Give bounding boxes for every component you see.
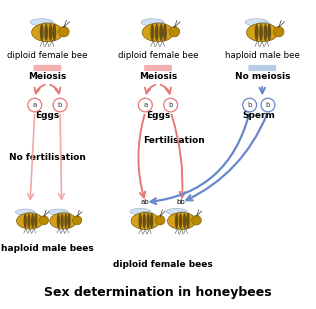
Ellipse shape <box>183 213 186 229</box>
Ellipse shape <box>130 208 150 215</box>
FancyBboxPatch shape <box>33 65 61 71</box>
Ellipse shape <box>155 24 159 41</box>
Ellipse shape <box>25 212 37 216</box>
Circle shape <box>191 215 201 225</box>
Ellipse shape <box>34 214 38 228</box>
Ellipse shape <box>150 24 154 41</box>
Circle shape <box>73 216 82 225</box>
Ellipse shape <box>31 214 34 228</box>
Ellipse shape <box>49 209 68 215</box>
Ellipse shape <box>64 214 68 228</box>
Ellipse shape <box>30 19 53 26</box>
Ellipse shape <box>24 214 27 228</box>
Ellipse shape <box>52 24 56 41</box>
Ellipse shape <box>131 213 160 229</box>
Circle shape <box>169 27 180 37</box>
Ellipse shape <box>68 214 71 228</box>
Ellipse shape <box>186 213 190 229</box>
Text: b: b <box>247 102 252 108</box>
Ellipse shape <box>163 24 167 41</box>
Ellipse shape <box>60 214 64 228</box>
Ellipse shape <box>140 211 153 216</box>
Ellipse shape <box>255 24 258 41</box>
Ellipse shape <box>159 24 163 41</box>
Ellipse shape <box>44 24 48 41</box>
Ellipse shape <box>257 22 271 27</box>
Ellipse shape <box>179 213 182 229</box>
Circle shape <box>58 27 69 37</box>
Ellipse shape <box>49 24 52 41</box>
Ellipse shape <box>177 211 190 216</box>
Text: Meiosis: Meiosis <box>28 72 67 81</box>
Ellipse shape <box>16 213 44 229</box>
Text: Eggs: Eggs <box>35 111 59 121</box>
Ellipse shape <box>15 209 35 215</box>
Ellipse shape <box>40 24 44 41</box>
FancyBboxPatch shape <box>144 65 172 71</box>
FancyBboxPatch shape <box>248 65 276 71</box>
Text: No fertilisation: No fertilisation <box>9 153 86 162</box>
Ellipse shape <box>138 213 142 229</box>
Ellipse shape <box>175 213 178 229</box>
Ellipse shape <box>259 24 263 41</box>
Text: Eggs: Eggs <box>146 111 170 121</box>
Ellipse shape <box>27 214 31 228</box>
Text: haploid male bee: haploid male bee <box>225 51 300 60</box>
Circle shape <box>155 215 165 225</box>
Text: diploid female bees: diploid female bees <box>113 260 213 269</box>
Text: a: a <box>33 102 37 108</box>
Text: haploid male bees: haploid male bees <box>1 244 94 253</box>
Text: Fertilisation: Fertilisation <box>143 136 205 145</box>
Ellipse shape <box>152 22 167 27</box>
Ellipse shape <box>32 23 63 42</box>
Text: b: b <box>168 102 173 108</box>
Text: Meiosis: Meiosis <box>139 72 177 81</box>
Ellipse shape <box>142 23 174 42</box>
Ellipse shape <box>143 213 146 229</box>
Circle shape <box>273 27 284 37</box>
Text: Sperm: Sperm <box>243 111 276 121</box>
Text: a: a <box>143 102 148 108</box>
Text: diploid female bee: diploid female bee <box>118 51 198 60</box>
Ellipse shape <box>166 208 187 215</box>
Ellipse shape <box>58 212 70 216</box>
Text: Sex determination in honeybees: Sex determination in honeybees <box>44 286 272 298</box>
Ellipse shape <box>150 213 153 229</box>
Ellipse shape <box>147 213 150 229</box>
Ellipse shape <box>42 22 56 27</box>
Ellipse shape <box>141 19 164 26</box>
Ellipse shape <box>245 19 268 26</box>
Ellipse shape <box>57 214 60 228</box>
Text: b: b <box>58 102 62 108</box>
Ellipse shape <box>264 24 267 41</box>
Text: ab: ab <box>140 199 149 205</box>
Ellipse shape <box>267 24 271 41</box>
Text: diploid female bee: diploid female bee <box>7 51 88 60</box>
Text: b: b <box>266 102 270 108</box>
Text: bb: bb <box>177 199 185 205</box>
Ellipse shape <box>246 23 278 42</box>
Ellipse shape <box>50 213 77 229</box>
Circle shape <box>40 216 49 225</box>
Text: No meiosis: No meiosis <box>234 72 290 81</box>
Ellipse shape <box>167 213 196 229</box>
